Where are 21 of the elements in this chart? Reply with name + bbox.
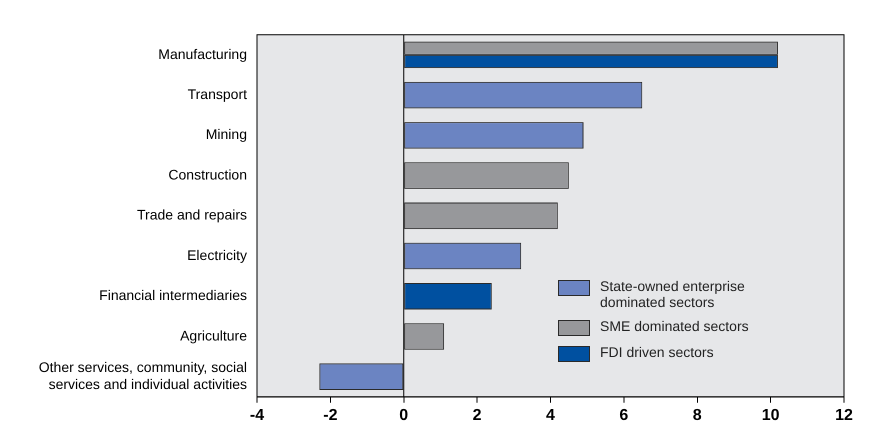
y-tick-label: Electricity	[187, 246, 247, 263]
y-tick-label: Manufacturing	[158, 46, 247, 62]
legend-label: State-owned enterprise dominated sectors	[600, 278, 746, 310]
x-tick-label: 6	[619, 406, 628, 424]
y-tick-label: Financial intermediaries	[99, 287, 247, 304]
x-tick-label: 2	[472, 406, 482, 424]
y-tick-label: Other services, community, social services and individual activities	[38, 359, 247, 392]
legend-label: FDI driven sectors	[600, 344, 714, 360]
x-tick-label: 4	[546, 406, 556, 424]
y-tick-label: Agriculture	[180, 327, 248, 344]
y-tick-label: Transport	[188, 86, 248, 102]
x-tick-label: 12	[835, 406, 853, 424]
x-tick-label: -4	[250, 406, 264, 424]
y-tick-label: Construction	[168, 166, 247, 182]
legend-label: SME dominated sectors	[600, 318, 749, 334]
x-tick-label: 0	[399, 406, 408, 424]
x-tick-label: 10	[762, 406, 780, 424]
y-tick-label: Mining	[206, 126, 247, 142]
x-tick-label: 8	[692, 406, 702, 424]
y-tick-label: Trade and repairs	[137, 206, 247, 223]
x-tick-label: -2	[323, 406, 338, 424]
